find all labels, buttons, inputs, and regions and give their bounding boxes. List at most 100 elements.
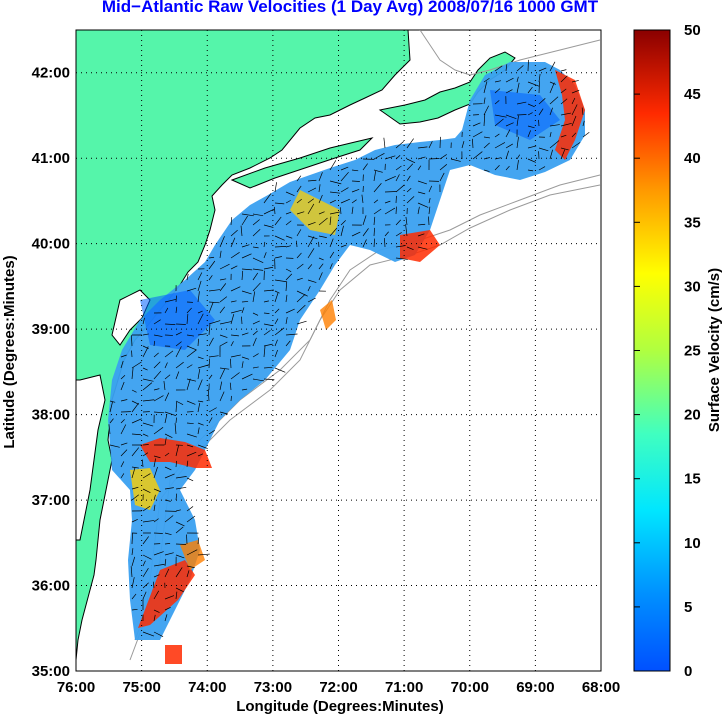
velocity-vector (373, 238, 375, 248)
velocity-vector (340, 187, 349, 193)
velocity-vector (417, 191, 426, 195)
velocity-vector (152, 581, 155, 589)
velocity-vector (252, 213, 264, 217)
velocity-vector (142, 433, 149, 437)
velocity-vector (142, 520, 155, 523)
velocity-vector (186, 364, 193, 369)
velocity-vector (384, 200, 391, 204)
velocity-vector (318, 184, 321, 193)
velocity-vector (153, 455, 161, 459)
velocity-vector (538, 81, 540, 94)
velocity-vector (197, 310, 203, 314)
x-tick-label: 69:00 (516, 679, 554, 696)
velocity-vector (241, 244, 250, 248)
velocity-vector (549, 61, 556, 72)
velocity-vector (318, 172, 323, 182)
velocity-vector (186, 345, 197, 351)
velocity-vector (274, 216, 282, 226)
velocity-vector (351, 199, 357, 204)
velocity-vector (175, 331, 182, 336)
velocity-vector (186, 287, 197, 292)
velocity-vector (252, 337, 257, 347)
velocity-vector (307, 198, 314, 204)
velocity-vector (494, 80, 502, 83)
velocity-vector (307, 187, 317, 193)
velocity-vector (241, 290, 252, 295)
velocity-vector (483, 114, 486, 127)
velocity-vector (318, 241, 320, 248)
velocity-vector (175, 521, 185, 527)
velocity-vector (197, 313, 204, 325)
velocity-vector (406, 188, 412, 193)
velocity-vector (241, 373, 253, 380)
velocity-vector (494, 142, 506, 149)
velocity-vector (296, 320, 307, 325)
velocity-vector (131, 447, 140, 457)
velocity-vector (164, 411, 177, 417)
velocity-vector (483, 169, 490, 172)
velocity-vector (307, 221, 316, 226)
velocity-vector (164, 487, 174, 490)
velocity-vector (527, 103, 535, 108)
velocity-vector (142, 488, 151, 494)
velocity-vector (274, 202, 285, 205)
velocity-vector (208, 256, 215, 259)
velocity-vector (307, 279, 317, 283)
velocity-vector (516, 82, 520, 94)
velocity-vector (274, 339, 278, 347)
velocity-vector (252, 312, 259, 316)
velocity-vector (219, 368, 226, 380)
velocity-vector (494, 157, 502, 160)
colorbar-tick-label: 45 (684, 86, 701, 103)
velocity-vector (108, 424, 111, 435)
velocity-hotspot (165, 645, 182, 664)
velocity-vector (142, 631, 155, 637)
velocity-vector (186, 506, 194, 512)
velocity-vector (483, 136, 491, 139)
velocity-vector (395, 141, 404, 149)
velocity-vector (405, 224, 408, 237)
velocity-vector (175, 509, 181, 512)
velocity-vector (240, 225, 243, 237)
velocity-vector (186, 451, 197, 457)
velocity-vector (318, 263, 324, 270)
velocity-vector (153, 352, 159, 358)
x-tick-label: 75:00 (122, 679, 160, 696)
velocity-vector (142, 452, 149, 457)
velocity-vector (373, 199, 379, 204)
velocity-vector (450, 158, 461, 162)
x-tick-label: 72:00 (319, 679, 357, 696)
velocity-vector (560, 69, 567, 72)
velocity-vector (296, 185, 302, 193)
velocity-vector (120, 442, 128, 446)
velocity-vector (307, 235, 318, 240)
velocity-vector (362, 228, 369, 237)
velocity-vector (153, 361, 161, 369)
velocity-vector (505, 77, 514, 83)
velocity-vector (252, 320, 260, 325)
velocity-vector (164, 532, 172, 536)
velocity-vector (197, 553, 210, 556)
velocity-vector (109, 401, 113, 413)
velocity-vector (219, 296, 228, 303)
velocity-vector (395, 165, 402, 171)
velocity-vector (373, 183, 382, 193)
velocity-vector (307, 285, 311, 292)
velocity-vector (175, 526, 184, 534)
velocity-vector (571, 104, 578, 116)
velocity-vector (197, 333, 207, 336)
velocity-vector (219, 341, 228, 347)
velocity-vector (285, 211, 292, 215)
velocity-vector (417, 223, 426, 226)
velocity-vector (483, 105, 489, 116)
y-axis-title: Latitude (Degrees:Minutes) (1, 255, 18, 448)
velocity-vector (538, 67, 547, 72)
x-tick-label: 70:00 (451, 679, 489, 696)
velocity-hotspot (320, 300, 336, 330)
velocity-vector (164, 466, 172, 471)
velocity-vector (153, 631, 164, 637)
velocity-vector (252, 353, 259, 358)
velocity-vector (538, 98, 546, 105)
velocity-vector (307, 236, 315, 248)
velocity-vector (153, 504, 156, 512)
